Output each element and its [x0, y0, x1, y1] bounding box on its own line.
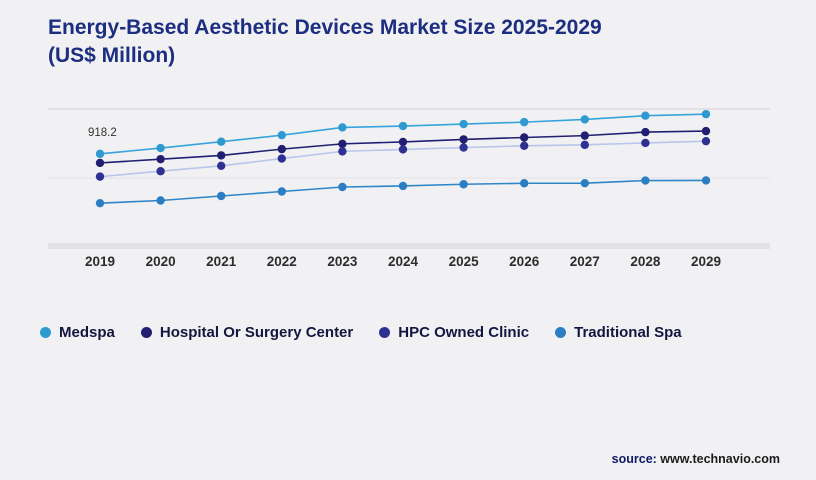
legend-label: HPC Owned Clinic	[398, 324, 530, 341]
svg-text:2029: 2029	[691, 254, 721, 269]
svg-text:2019: 2019	[85, 254, 115, 269]
svg-text:2028: 2028	[630, 254, 661, 269]
legend-label: Medspa	[59, 324, 115, 341]
svg-text:2026: 2026	[509, 254, 540, 269]
svg-text:2027: 2027	[570, 254, 600, 269]
svg-text:2025: 2025	[449, 254, 480, 269]
svg-text:2020: 2020	[146, 254, 176, 269]
legend-label: Traditional Spa	[574, 324, 682, 341]
legend-item-traditional-spa: Traditional Spa	[555, 324, 682, 341]
legend-dot-icon	[40, 327, 51, 338]
source-prefix: source:	[611, 452, 657, 466]
legend-dot-icon	[555, 327, 567, 338]
legend-label: Hospital Or Surgery Center	[159, 324, 354, 341]
legend-dot-icon	[379, 327, 391, 338]
legend-item-hospital-or-surgery-center: Hospital Or Surgery Center	[140, 324, 354, 341]
legend-item-medspa: Medspa	[40, 324, 115, 341]
source-text: source: www.technavio.com	[612, 452, 780, 466]
svg-text:2021: 2021	[206, 254, 237, 269]
data-label-first-point: 918.2	[88, 127, 117, 139]
svg-text:2022: 2022	[267, 254, 297, 269]
svg-text:2024: 2024	[388, 254, 419, 269]
line-chart-canvas: 2019 2020 2021 2022 2023 2024 2025 2026 2027 2028…	[48, 108, 770, 269]
source-url: www.technavio.com	[660, 452, 780, 466]
svg-text:2023: 2023	[327, 254, 358, 269]
chart-title: Energy-Based Aesthetic Devices Market Si…	[48, 16, 602, 68]
legend-dot-icon	[140, 327, 152, 338]
chart-legend: Medspa Hospital Or Surgery Center HPC Ow…	[40, 324, 682, 341]
legend-item-hpc-owned-clinic: HPC Owned Clinic	[379, 324, 529, 341]
